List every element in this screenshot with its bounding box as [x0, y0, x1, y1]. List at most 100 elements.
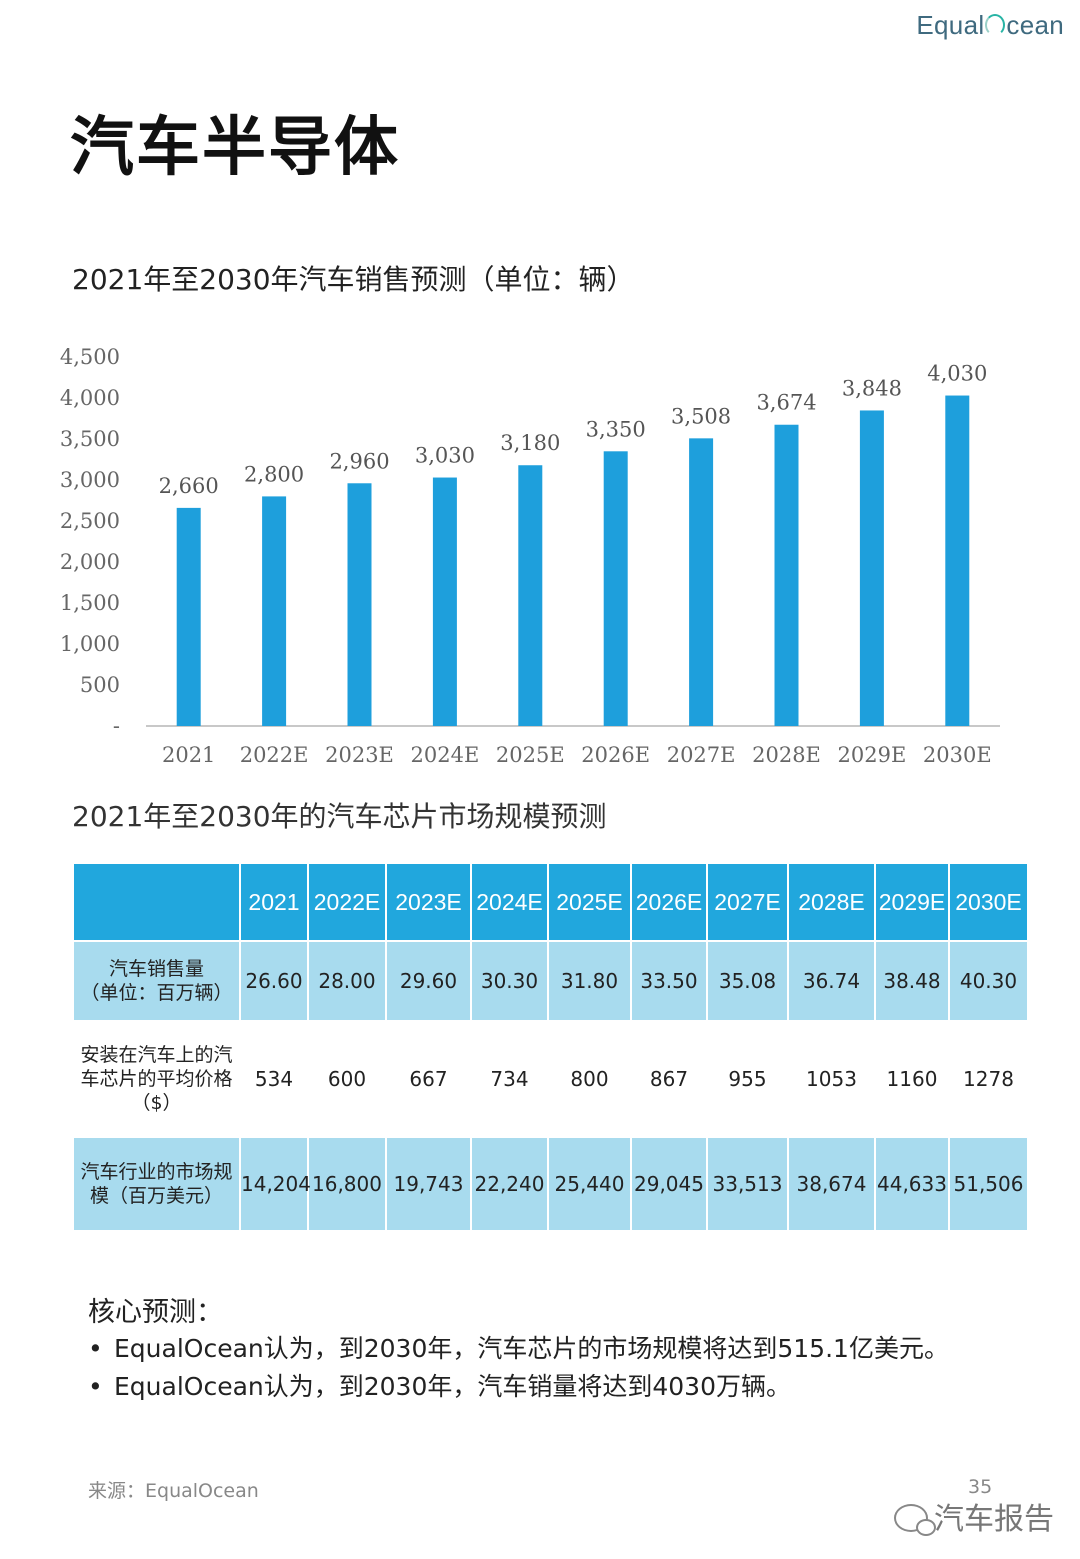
bullet-icon: •	[88, 1334, 103, 1363]
bullet-icon: •	[88, 1372, 103, 1401]
header-cell-year: 2026E	[631, 864, 708, 941]
y-tick-label: 4,500	[60, 345, 120, 369]
table-cell: 955	[707, 1020, 789, 1138]
table-cell: 38,674	[788, 1138, 876, 1230]
header-cell-year: 2024E	[471, 864, 549, 941]
table-cell: 33.50	[631, 940, 708, 1020]
y-tick-label: 1,000	[60, 632, 120, 656]
table-cell: 33,513	[707, 1138, 789, 1230]
table-cell: 734	[471, 1020, 549, 1138]
table-cell: 29.60	[386, 940, 472, 1020]
source-note: 来源：EqualOcean	[88, 1480, 259, 1502]
sales-bar-chart: - 500 1,000 1,500 2,000 2,500 3,000 3,500 4,000 4…	[60, 345, 1000, 767]
core-forecast-title: 核心预测：	[88, 1297, 223, 1328]
table-cell: 867	[631, 1020, 708, 1138]
x-tick-label: 2024E	[411, 743, 480, 767]
table-cell: 26.60	[240, 940, 309, 1020]
x-tick-label: 2028E	[752, 743, 821, 767]
table-cell: 38.48	[875, 940, 950, 1020]
bar	[347, 483, 372, 726]
header-cell-corner	[74, 864, 241, 941]
data-label: 3,848	[842, 376, 902, 400]
header-cell-year: 2023E	[386, 864, 472, 941]
table-cell: 19,743	[386, 1138, 472, 1230]
x-tick-label: 2026E	[581, 743, 650, 767]
table-cell: 31.80	[548, 940, 632, 1020]
table-cell: 667	[386, 1020, 472, 1138]
bar	[774, 424, 799, 726]
page-title: 汽车半导体	[70, 111, 400, 185]
table-cell: 44,633	[875, 1138, 950, 1230]
bar	[945, 395, 970, 726]
table-cell: 28.00	[308, 940, 387, 1020]
table-cell: 22,240	[471, 1138, 549, 1230]
y-tick-label: -	[113, 714, 120, 738]
watermark: 汽车报告	[894, 1494, 1054, 1538]
chart-title: 2021年至2030年汽车销售预测（单位：辆）	[72, 263, 635, 296]
table-cell: 800	[548, 1020, 632, 1138]
row-label: 安装在汽车上的汽 车芯片的平均价格 （$）	[74, 1020, 241, 1138]
x-tick-label: 2029E	[838, 743, 907, 767]
header-cell-year: 2028E	[788, 864, 876, 941]
bar	[518, 465, 543, 726]
table-cell: 25,440	[548, 1138, 632, 1230]
logo-o-icon	[985, 14, 1006, 36]
row-label: 汽车销售量 （单位：百万辆）	[74, 940, 241, 1020]
y-tick-label: 2,000	[60, 550, 120, 574]
y-tick-label: 1,500	[60, 591, 120, 615]
header-cell-year: 2027E	[707, 864, 789, 941]
x-tick-label: 2027E	[667, 743, 736, 767]
y-tick-label: 500	[80, 673, 120, 697]
list-item: • EqualOcean认为，到2030年，汽车芯片的市场规模将达到515.1亿美…	[88, 1330, 949, 1368]
table-cell: 600	[308, 1020, 387, 1138]
x-tick-label: 2030E	[923, 743, 992, 767]
x-tick-label: 2025E	[496, 743, 565, 767]
data-label: 2,800	[244, 462, 304, 486]
table-row-market-size: 汽车行业的市场规 模（百万美元） 14,204 16,800 19,743 22,…	[74, 1138, 1029, 1230]
data-label: 3,674	[756, 391, 816, 415]
table-cell: 30.30	[471, 940, 549, 1020]
data-label: 4,030	[927, 362, 987, 386]
data-label: 3,508	[671, 404, 731, 428]
table-cell: 1278	[949, 1020, 1029, 1138]
data-label: 3,180	[500, 431, 560, 455]
table-cell: 14,204	[240, 1138, 311, 1230]
table-row-sales: 汽车销售量 （单位：百万辆） 26.60 28.00 29.60 30.30 31…	[74, 940, 1029, 1020]
y-tick-label: 3,000	[60, 468, 120, 492]
bar	[432, 477, 457, 726]
y-tick-label: 4,000	[60, 386, 120, 410]
header-cell-year: 2025E	[548, 864, 632, 941]
core-forecast-list: • EqualOcean认为，到2030年，汽车芯片的市场规模将达到515.1亿美…	[88, 1330, 949, 1406]
table-cell: 40.30	[949, 940, 1029, 1020]
data-label: 3,350	[586, 417, 646, 441]
list-item: • EqualOcean认为，到2030年，汽车销量将达到4030万辆。	[88, 1368, 949, 1406]
table-header-row: 2021 2022E 2023E 2024E 2025E 2026E 2027E…	[74, 864, 1029, 941]
bar	[689, 438, 714, 726]
header-cell-year: 2021	[240, 864, 309, 941]
wechat-icon	[894, 1504, 936, 1536]
table-cell: 534	[240, 1020, 309, 1138]
page-number: 35	[968, 1476, 993, 1498]
table-cell: 1053	[788, 1020, 876, 1138]
table-cell: 1160	[875, 1020, 950, 1138]
row-label: 汽车行业的市场规 模（百万美元）	[74, 1138, 241, 1230]
y-tick-label: 2,500	[60, 509, 120, 533]
x-tick-label: 2022E	[240, 743, 309, 767]
header-cell-year: 2022E	[308, 864, 387, 941]
table-cell: 51,506	[949, 1138, 1029, 1230]
table-title: 2021年至2030年的汽车芯片市场规模预测	[72, 800, 607, 833]
table-cell: 29,045	[631, 1138, 708, 1230]
bar	[176, 507, 201, 726]
table-cell: 35.08	[707, 940, 789, 1020]
bar	[859, 410, 884, 726]
x-tick-label: 2023E	[325, 743, 394, 767]
x-tick-label: 2021	[162, 743, 215, 767]
header-cell-year: 2030E	[949, 864, 1029, 941]
table-cell: 16,800	[308, 1138, 387, 1230]
header-cell-year: 2029E	[875, 864, 950, 941]
equalocean-logo: Equal cean	[916, 10, 1064, 40]
bar	[262, 496, 287, 726]
table-row-avg-price: 安装在汽车上的汽 车芯片的平均价格 （$） 534 600 667 734 800 …	[74, 1020, 1029, 1138]
y-tick-label: 3,500	[60, 427, 120, 451]
table-cell: 36.74	[788, 940, 876, 1020]
